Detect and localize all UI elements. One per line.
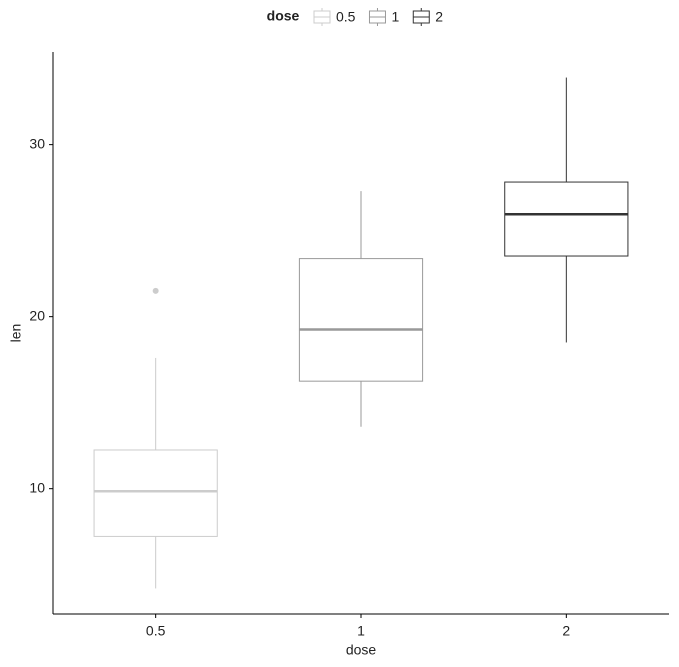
legend-label: 1 xyxy=(391,9,399,25)
legend-label: 0.5 xyxy=(336,9,356,25)
y-tick-label: 10 xyxy=(29,479,45,495)
y-tick-label: 30 xyxy=(29,135,45,151)
box xyxy=(504,181,629,257)
box xyxy=(298,258,424,382)
box xyxy=(93,449,218,537)
x-tick-label: 2 xyxy=(562,623,570,639)
y-axis-label: len xyxy=(8,324,24,343)
x-tick-label: 1 xyxy=(357,623,365,639)
outlier xyxy=(152,287,159,294)
x-axis-label: dose xyxy=(346,642,377,658)
legend-label: 2 xyxy=(435,9,443,25)
legend-title: dose xyxy=(267,8,300,24)
x-tick-label: 0.5 xyxy=(146,623,166,639)
y-tick-label: 20 xyxy=(29,307,45,323)
